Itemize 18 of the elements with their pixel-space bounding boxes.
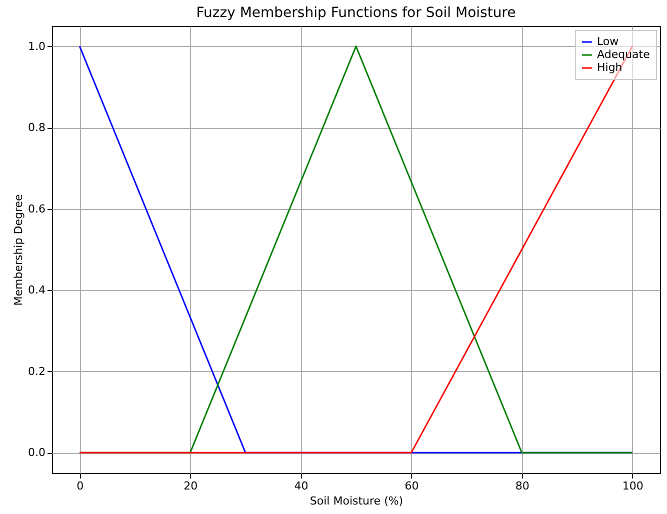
- y-tick-label: 0.2: [28, 364, 46, 378]
- x-tick-label: 60: [404, 480, 419, 492]
- y-tick-label: 0.8: [28, 121, 46, 134]
- x-tick-label: 40: [294, 480, 308, 492]
- x-tick-label: 100: [622, 480, 644, 492]
- x-tick-label: 0: [76, 480, 84, 492]
- legend-label: Adequate: [597, 48, 650, 61]
- x-tick-label: 80: [515, 480, 530, 492]
- y-tick-label: 0.0: [28, 446, 46, 460]
- legend-label: Low: [597, 35, 619, 48]
- x-axis-title: Soil Moisture (%): [310, 494, 404, 508]
- y-tick-label: 1.0: [28, 40, 46, 53]
- chart-title: Fuzzy Membership Functions for Soil Moisture: [196, 5, 516, 21]
- y-tick-label: 0.6: [28, 202, 46, 216]
- y-tick-label: 0.4: [28, 284, 46, 297]
- x-tick-label: 20: [184, 480, 198, 492]
- legend-label: High: [597, 61, 622, 74]
- y-axis-title: Membership Degree: [12, 194, 26, 306]
